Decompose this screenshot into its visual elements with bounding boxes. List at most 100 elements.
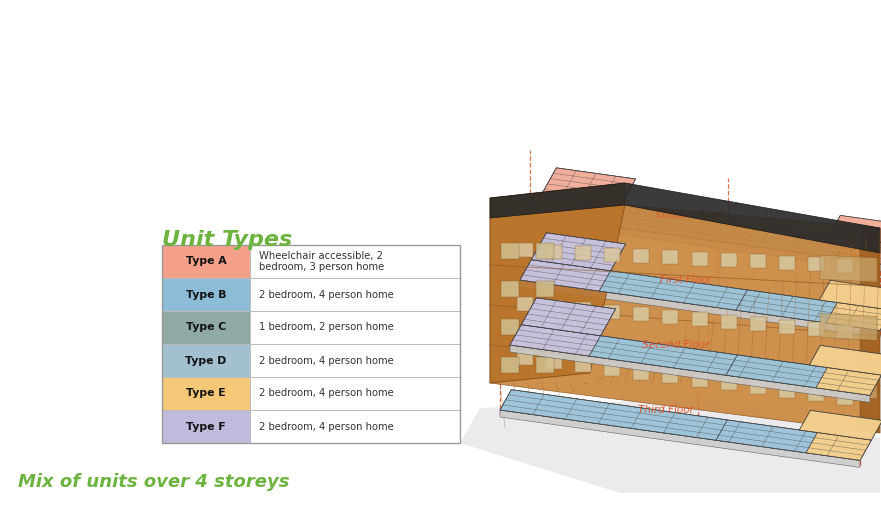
Bar (162, 311, 250, 344)
Polygon shape (575, 359, 591, 372)
Bar (162, 377, 250, 410)
Polygon shape (522, 298, 616, 336)
Polygon shape (595, 204, 758, 245)
Text: Type B: Type B (186, 289, 226, 300)
Polygon shape (490, 183, 625, 383)
Polygon shape (490, 205, 880, 433)
Polygon shape (545, 300, 562, 314)
Polygon shape (819, 281, 881, 310)
Polygon shape (810, 345, 881, 375)
Polygon shape (692, 373, 707, 387)
Polygon shape (820, 313, 877, 340)
Text: Unit Types: Unit Types (162, 230, 292, 250)
Polygon shape (501, 243, 519, 259)
Polygon shape (541, 168, 635, 206)
Polygon shape (750, 380, 766, 394)
Polygon shape (545, 245, 562, 259)
Polygon shape (721, 315, 737, 329)
Polygon shape (500, 390, 871, 460)
Bar (250, 311, 460, 344)
Text: 2 bedroom, 4 person home: 2 bedroom, 4 person home (259, 289, 394, 300)
Polygon shape (750, 317, 766, 331)
Polygon shape (531, 233, 626, 271)
Polygon shape (490, 183, 880, 253)
Bar (250, 344, 460, 377)
Polygon shape (746, 225, 848, 258)
Polygon shape (820, 255, 877, 282)
Polygon shape (501, 319, 519, 335)
Polygon shape (779, 256, 795, 270)
Polygon shape (530, 215, 881, 272)
Polygon shape (819, 281, 881, 310)
Polygon shape (536, 281, 554, 297)
Polygon shape (536, 357, 554, 373)
Polygon shape (510, 345, 870, 402)
Polygon shape (501, 281, 519, 297)
Polygon shape (575, 246, 591, 260)
Text: Type E: Type E (186, 388, 226, 399)
Text: 1 bedroom, 2 person home: 1 bedroom, 2 person home (259, 323, 394, 332)
Polygon shape (808, 257, 825, 271)
Polygon shape (829, 215, 881, 245)
Polygon shape (820, 372, 877, 399)
Polygon shape (826, 303, 881, 330)
Polygon shape (545, 355, 562, 369)
Polygon shape (516, 351, 533, 365)
Bar (162, 410, 250, 443)
Polygon shape (799, 410, 881, 440)
Polygon shape (838, 325, 854, 339)
Polygon shape (510, 325, 601, 356)
Polygon shape (663, 369, 678, 383)
Bar (250, 410, 460, 443)
Bar (250, 245, 460, 278)
Polygon shape (716, 420, 818, 453)
Polygon shape (829, 215, 881, 245)
Text: First Floor: First Floor (660, 274, 712, 285)
Polygon shape (799, 410, 881, 440)
Polygon shape (541, 168, 635, 206)
Bar (250, 278, 460, 311)
Polygon shape (633, 249, 649, 263)
Polygon shape (692, 252, 707, 266)
Polygon shape (836, 238, 881, 265)
Polygon shape (721, 377, 737, 390)
Polygon shape (810, 345, 881, 375)
Text: Mix of units over 4 storeys: Mix of units over 4 storeys (18, 473, 290, 491)
Bar (162, 344, 250, 377)
Text: Type D: Type D (185, 356, 226, 365)
Polygon shape (692, 312, 707, 326)
Text: 2 bedroom, 4 person home: 2 bedroom, 4 person home (259, 422, 394, 431)
Polygon shape (589, 336, 737, 375)
Polygon shape (860, 225, 880, 433)
Text: Type F: Type F (186, 422, 226, 431)
Polygon shape (604, 248, 620, 262)
Polygon shape (806, 432, 871, 460)
Polygon shape (604, 305, 620, 319)
Polygon shape (536, 319, 554, 335)
Polygon shape (750, 254, 766, 268)
Bar (162, 245, 250, 278)
Text: 2 bedroom, 4 person home: 2 bedroom, 4 person home (259, 356, 394, 365)
Polygon shape (536, 243, 554, 259)
Polygon shape (721, 253, 737, 267)
Text: Type A: Type A (186, 256, 226, 266)
Polygon shape (736, 290, 837, 323)
Text: Wheelchair accessible, 2
bedroom, 3 person home: Wheelchair accessible, 2 bedroom, 3 pers… (259, 251, 384, 272)
Text: Ground Floor: Ground Floor (657, 210, 725, 220)
Polygon shape (516, 297, 533, 311)
Polygon shape (599, 271, 747, 310)
Polygon shape (501, 357, 519, 373)
Bar (162, 245, 460, 443)
Bar (250, 377, 460, 410)
Text: Type C: Type C (186, 323, 226, 332)
Polygon shape (520, 260, 881, 330)
Polygon shape (663, 250, 678, 264)
Polygon shape (516, 243, 533, 258)
Polygon shape (663, 310, 678, 324)
Polygon shape (500, 410, 860, 467)
Polygon shape (460, 398, 880, 493)
Polygon shape (530, 195, 881, 265)
Text: 2 bedroom, 4 person home: 2 bedroom, 4 person home (259, 388, 394, 399)
Bar (162, 278, 250, 311)
Polygon shape (531, 233, 626, 271)
